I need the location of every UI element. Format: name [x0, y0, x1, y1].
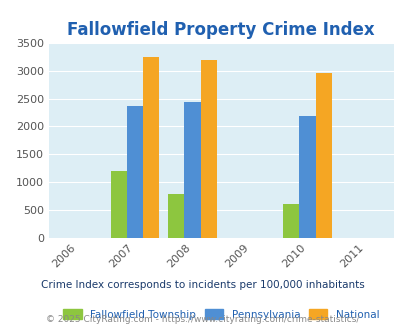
Bar: [143, 57, 159, 238]
Bar: [200, 60, 216, 238]
Bar: [283, 204, 299, 238]
Bar: [315, 74, 331, 238]
Bar: [168, 194, 184, 238]
Text: Crime Index corresponds to incidents per 100,000 inhabitants: Crime Index corresponds to incidents per…: [41, 280, 364, 290]
Legend: Fallowfield Township, Pennsylvania, National: Fallowfield Township, Pennsylvania, Nati…: [59, 305, 382, 324]
Title: Fallowfield Property Crime Index: Fallowfield Property Crime Index: [67, 20, 374, 39]
Bar: [299, 116, 315, 238]
Bar: [111, 171, 127, 238]
Text: © 2025 CityRating.com - https://www.cityrating.com/crime-statistics/: © 2025 CityRating.com - https://www.city…: [46, 315, 359, 324]
Bar: [127, 106, 143, 238]
Bar: [184, 102, 200, 238]
